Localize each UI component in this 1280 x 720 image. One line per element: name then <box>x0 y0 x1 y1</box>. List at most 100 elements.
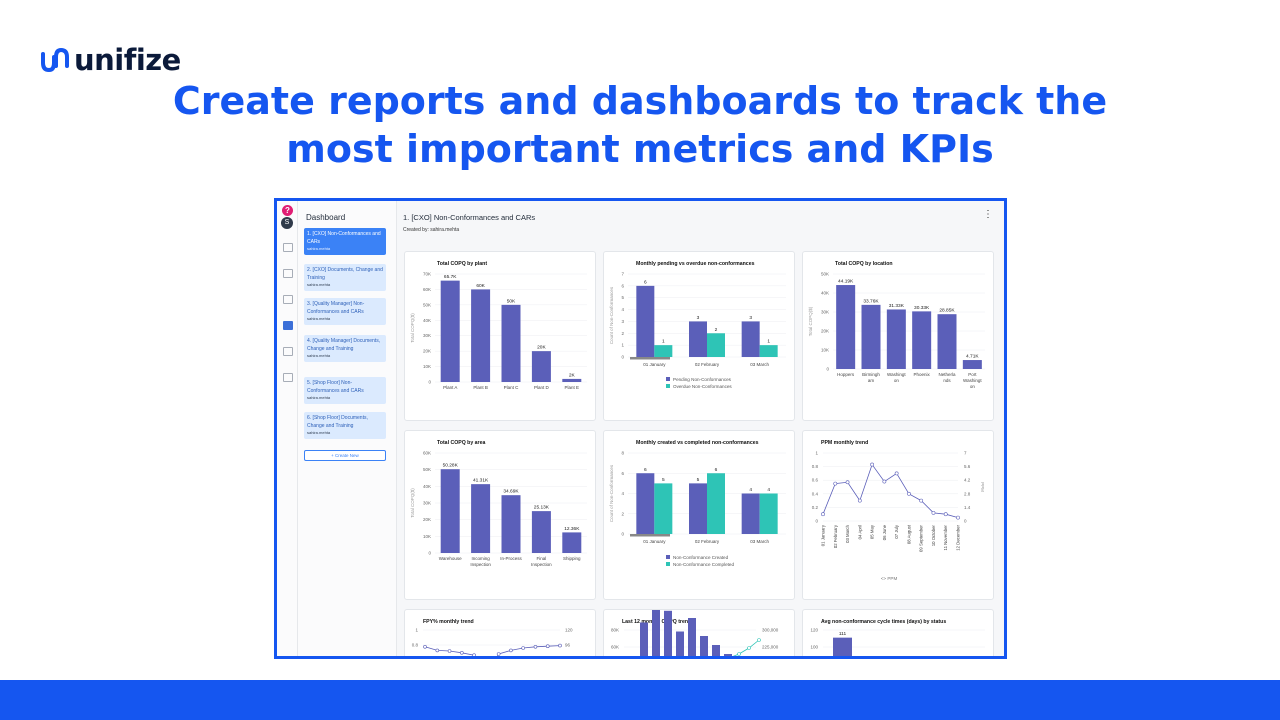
bar-value-label: 4 <box>767 487 770 493</box>
data-point <box>747 646 751 650</box>
x-tick-label: Plant B <box>473 385 488 390</box>
chat-icon[interactable] <box>283 269 293 278</box>
bar <box>759 345 778 357</box>
sidebar-item-1[interactable]: 1. [CXO] Non-Conformances and CARs sahira… <box>304 228 386 255</box>
chart-copq-by-area: Total COPQ by area 0 10K 20K 30K 40K 50K 60K Tot… <box>410 440 587 567</box>
y-right-tick-label: 2.8 <box>964 491 971 496</box>
bar <box>471 484 491 553</box>
legend-swatch <box>666 377 670 381</box>
bar-value-label: 31.33K <box>889 303 905 309</box>
bar-value-label: 33.76K <box>863 298 879 304</box>
chart-copq-by-plant: Total COPQ by plant 0 10K 20K 30K 40K 50K 60K 70… <box>410 261 587 390</box>
page-headline: Create reports and dashboards to track t… <box>140 77 1140 173</box>
bar-value-label: 6 <box>644 279 647 285</box>
bar <box>689 321 707 357</box>
x-tick-label: Phoenix <box>914 372 931 377</box>
x-tick-label: Hoppers <box>837 372 855 377</box>
y-axis-label: Total COPQ($) <box>410 313 415 343</box>
y-tick-label: 7 <box>621 272 624 277</box>
x-tick-label: Incoming <box>471 556 490 561</box>
bar <box>562 378 582 382</box>
sidebar-item-creator: sahira.mehta <box>307 395 331 400</box>
bar <box>724 654 732 656</box>
y-tick-label: 2 <box>621 331 624 336</box>
data-point <box>718 659 721 660</box>
bar <box>741 493 760 534</box>
y-tick-label: 20K <box>821 329 829 334</box>
y-tick-label: 2 <box>621 511 624 516</box>
bar-value-label: 3 <box>749 315 752 321</box>
data-point <box>496 652 501 656</box>
file-icon[interactable] <box>283 373 293 382</box>
x-tick-label: am <box>868 378 875 383</box>
y-tick-label: 0.8 <box>812 464 819 469</box>
sidebar-item-4[interactable]: 4. [Quality Manager] Documents, Change a… <box>304 335 386 362</box>
unifize-logo-icon <box>41 47 69 73</box>
x-tick-label: nds <box>943 378 951 383</box>
bar-value-label: 20K <box>537 345 546 351</box>
more-menu-icon[interactable]: ⋮ <box>983 209 993 220</box>
x-tick-label: Washingt <box>963 378 982 383</box>
list-icon[interactable] <box>283 295 293 304</box>
bar <box>836 285 856 369</box>
dashboard-icon[interactable] <box>283 321 293 330</box>
y-axis-label: Total COPQ($) <box>410 488 415 518</box>
help-icon[interactable]: ? <box>282 205 293 216</box>
legend-swatch <box>666 562 670 566</box>
bar-value-label: 65.7K <box>444 274 457 280</box>
bar-value-label: 41.31K <box>473 478 489 484</box>
bar-value-label: 50K <box>507 298 516 304</box>
bar-value-label: 3 <box>697 315 700 321</box>
chart-card-copq-12m: Last 12 months COPQ trend80K300,00060K22… <box>603 609 795 660</box>
x-tick-label: 12 December <box>956 524 961 550</box>
y-tick-label: 5 <box>621 295 624 300</box>
sidebar-title: Dashboard <box>306 213 346 222</box>
series-line <box>732 639 760 656</box>
x-tick-label: 09 September <box>919 524 924 552</box>
folder-icon[interactable] <box>283 347 293 356</box>
create-new-button[interactable]: + Create New <box>304 450 386 461</box>
bar-value-label: 28.85K <box>939 308 955 314</box>
sidebar-item-creator: sahira.mehta <box>307 316 331 321</box>
y-axis-label: Count of Non-Conformances <box>609 464 614 522</box>
y-tick-label: 20K <box>423 349 431 354</box>
y-right-tick-label: 4.2 <box>964 478 971 483</box>
y-tick-label: 20K <box>423 517 431 522</box>
y-tick-label: 8 <box>621 451 624 456</box>
legend-label: <> PPM <box>881 576 898 581</box>
y-tick-label: 6 <box>621 283 624 288</box>
sidebar-item-2[interactable]: 2. [CXO] Documents, Change and Training s… <box>304 264 386 291</box>
x-tick-label: Port <box>968 372 977 377</box>
bar <box>501 495 521 553</box>
y-tick-label: 0.2 <box>812 505 819 510</box>
y-tick-label: 1 <box>621 343 624 348</box>
x-tick-label: 02 February <box>833 524 838 548</box>
sidebar-item-6[interactable]: 6. [Shop Floor] Documents, Change and Tr… <box>304 412 386 439</box>
sidebar-item-5[interactable]: 5. [Shop Floor] Non-Conformances and CAR… <box>304 377 386 404</box>
x-tick-label: Inspection <box>470 562 491 567</box>
bar <box>654 345 673 357</box>
scroll-bar <box>630 534 670 537</box>
home-icon[interactable] <box>283 243 293 252</box>
bar <box>640 622 648 656</box>
chart-title: Monthly pending vs overdue non-conforman… <box>636 261 755 267</box>
bar <box>501 304 521 382</box>
data-point <box>931 510 936 515</box>
data-point <box>447 649 452 653</box>
data-point <box>870 462 874 467</box>
sidebar-item-3[interactable]: 3. [Quality Manager] Non-Conformances an… <box>304 298 386 325</box>
bar <box>636 473 655 534</box>
sidebar-item-creator: sahira.mehta <box>307 282 331 287</box>
x-tick-label: Warehouse <box>439 556 462 561</box>
footer-bar <box>0 680 1280 720</box>
data-point <box>728 657 731 660</box>
sidebar-item-label: 6. [Shop Floor] Documents, Change and Tr… <box>307 415 368 429</box>
headline-line-2: most important metrics and KPIs <box>286 127 994 171</box>
bar <box>676 631 684 656</box>
bar <box>886 309 906 369</box>
y-tick-label: 40K <box>423 484 431 489</box>
bar-value-label: 50.28K <box>443 463 459 469</box>
x-tick-label: 03 March <box>750 539 769 544</box>
dashboard-main: 1. [CXO] Non-Conformances and CARs Creat… <box>397 201 1004 656</box>
avatar[interactable]: S <box>281 217 293 229</box>
